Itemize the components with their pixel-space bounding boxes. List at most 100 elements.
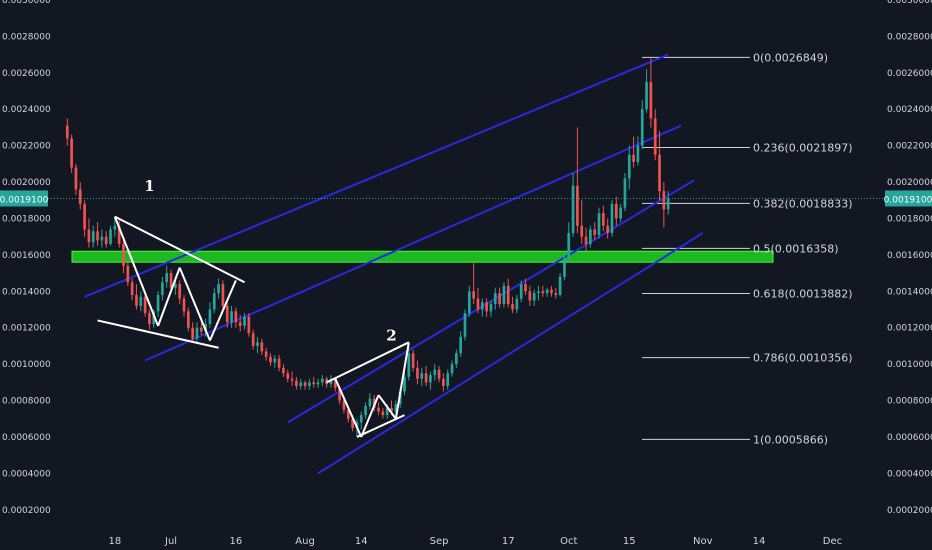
candle-body <box>148 313 151 325</box>
pattern-line <box>326 341 410 384</box>
candle-body <box>459 336 463 354</box>
candle-body <box>165 273 169 283</box>
candle-body <box>321 378 324 383</box>
candle-body <box>191 327 194 339</box>
y-tick-label-left: 0.0026000 <box>2 69 51 79</box>
candle-body <box>78 189 82 204</box>
candle-body <box>541 291 545 294</box>
candle-body <box>346 409 350 419</box>
candle-body <box>558 276 562 295</box>
candle-body <box>576 185 579 226</box>
candle-body <box>126 265 130 283</box>
x-tick-label: Sep <box>430 536 449 547</box>
candle-body <box>580 225 584 237</box>
candle-body <box>627 154 631 179</box>
y-tick-label-right: 0.0008000 <box>887 397 932 407</box>
candle-body <box>316 382 320 385</box>
candle-body <box>221 284 225 306</box>
y-tick-label-right: 0.0016000 <box>887 251 932 261</box>
candle-body <box>567 233 571 259</box>
fib-level-label: 0.382(0.0018833) <box>753 197 853 210</box>
candle-body <box>416 367 419 379</box>
candle-body <box>446 373 450 386</box>
pattern-line <box>114 215 245 284</box>
pattern-line <box>97 319 219 349</box>
candle-body <box>234 311 238 323</box>
candle-body <box>489 304 493 312</box>
candle-body <box>640 109 644 146</box>
x-tick-label: Jul <box>164 536 177 547</box>
candle-body <box>420 373 424 379</box>
candle-body <box>208 309 212 325</box>
candle-body <box>550 289 553 294</box>
candle-body <box>122 243 125 266</box>
y-tick-label-left: 0.0006000 <box>2 433 51 443</box>
candle-body <box>186 311 190 328</box>
candle-body <box>238 322 242 326</box>
candle-body <box>299 382 303 386</box>
candle-body <box>290 378 294 381</box>
candle-body <box>74 167 78 190</box>
candle-body <box>493 293 497 305</box>
y-tick-label-left: 0.0018000 <box>2 214 51 224</box>
candle-body <box>467 291 471 314</box>
candle-body <box>273 358 277 363</box>
candle-body <box>156 294 160 312</box>
candle-body <box>645 81 648 110</box>
fib-level-label: 0.5(0.0016358) <box>753 242 839 255</box>
candle-body <box>636 145 640 163</box>
y-tick-label-left: 0.0028000 <box>2 32 51 42</box>
pattern-label: 1 <box>144 177 154 195</box>
candle-body <box>199 327 203 332</box>
candle-body <box>83 203 86 230</box>
candle-body <box>502 285 506 305</box>
pattern-line <box>377 394 397 420</box>
candle-body <box>429 375 432 383</box>
candle-body <box>169 273 173 288</box>
x-tick-label: Dec <box>823 536 842 547</box>
last-price-badge-left <box>0 190 48 207</box>
y-tick-label-right: 0.0020000 <box>887 178 932 188</box>
last-price-label-right: 0.0019100 <box>884 195 932 205</box>
y-tick-label-left: 0.0008000 <box>2 397 51 407</box>
candle-body <box>277 358 281 368</box>
x-tick-label: 16 <box>230 536 243 547</box>
candle-body <box>312 382 316 385</box>
candle-body <box>368 398 372 407</box>
candle-body <box>597 213 601 235</box>
candle-body <box>480 302 484 310</box>
candle-body <box>256 342 259 346</box>
x-tick-label: Oct <box>560 536 577 547</box>
candle-body <box>251 333 255 346</box>
candle-body <box>563 258 566 277</box>
channel-line <box>317 232 704 475</box>
x-tick-label: Nov <box>693 536 713 547</box>
candle-body <box>303 382 307 386</box>
pattern-label: 2 <box>386 326 396 344</box>
candle-body <box>463 313 467 337</box>
candle-body <box>174 284 177 288</box>
candle-body <box>364 406 367 416</box>
x-tick-label: 17 <box>502 536 515 547</box>
candle-body <box>584 236 588 244</box>
candle-body <box>498 293 501 305</box>
pattern-line <box>209 279 237 341</box>
candle-body <box>606 225 609 234</box>
candle-body <box>282 367 285 374</box>
candle-body <box>537 291 540 294</box>
candle-body <box>342 400 346 410</box>
candle-body <box>359 415 363 423</box>
candle-body <box>333 378 337 388</box>
y-tick-label-right: 0.0026000 <box>887 69 932 79</box>
candle-body <box>286 373 290 379</box>
candle-body <box>338 387 341 401</box>
candle-body <box>225 305 229 323</box>
candle-body <box>524 284 527 292</box>
candle-body <box>264 351 268 357</box>
y-tick-label-left: 0.0024000 <box>2 105 51 115</box>
candle-body <box>113 225 117 230</box>
candle-body <box>528 291 532 301</box>
y-tick-label-left: 0.0016000 <box>2 251 51 261</box>
y-tick-label-left: 0.0022000 <box>2 142 51 152</box>
